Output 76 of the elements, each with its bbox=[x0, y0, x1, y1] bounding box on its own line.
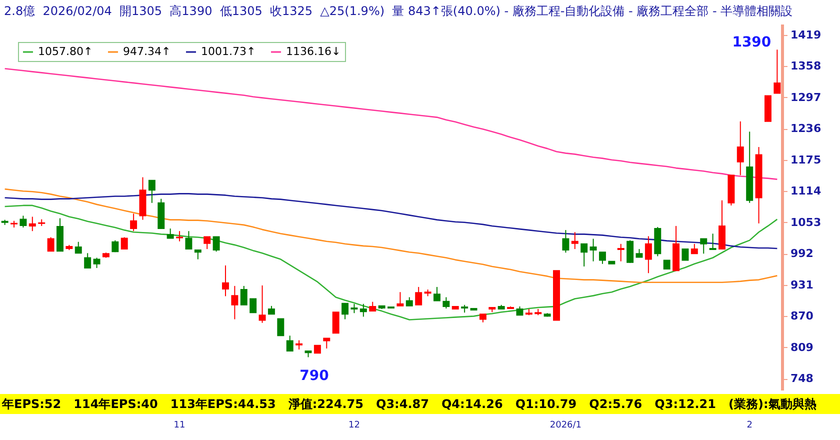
candlestick bbox=[84, 252, 92, 268]
y-tick-label: 809 bbox=[790, 340, 814, 354]
x-tick-label: 11 bbox=[174, 420, 186, 430]
candlestick bbox=[277, 318, 284, 336]
candlestick bbox=[571, 232, 578, 250]
y-tick-label: 1297 bbox=[790, 90, 822, 104]
candlestick bbox=[74, 241, 82, 254]
y-tick-label: 1236 bbox=[790, 122, 822, 136]
y-tick-label: 748 bbox=[790, 372, 814, 386]
y-tick-label: 870 bbox=[790, 310, 814, 323]
candlestick bbox=[736, 120, 744, 176]
line-series bbox=[4, 204, 778, 320]
candlestick bbox=[28, 216, 36, 232]
candlestick bbox=[590, 238, 597, 262]
candlestick bbox=[433, 286, 440, 302]
candlestick bbox=[194, 250, 202, 260]
candlestick bbox=[323, 338, 330, 349]
candlestick bbox=[250, 298, 257, 314]
y-tick-label: 931 bbox=[790, 278, 814, 292]
candlestick bbox=[130, 213, 138, 232]
legend-label: 1136.16↓ bbox=[286, 45, 341, 58]
line-series bbox=[4, 68, 778, 180]
annotation: 790 bbox=[300, 368, 330, 384]
chart-title: 2.8億 2026/02/04 開1305 高1390 低1305 收1325 △25(1.9%) 量 843↑張(40.0%) - 廠務工程-自動化設備 - 廠務工程全部 - 半導體相關設 bbox=[4, 3, 793, 20]
candlestick bbox=[598, 252, 606, 264]
line-series bbox=[4, 188, 778, 284]
annotation: 1390 bbox=[732, 34, 772, 51]
candlestick bbox=[332, 312, 340, 334]
text: 年EPS:52 114年EPS:40 113年EPS:44.53 淨值:224.75 Q3:4.87 Q4:14.26 Q1:10.79 Q2:5.76 Q3:12.21 (業務):氣動與熱 bbox=[0, 394, 840, 414]
line-series bbox=[4, 193, 778, 250]
candlestick bbox=[700, 238, 708, 254]
candlestick bbox=[231, 285, 238, 320]
y-tick-label: 1053 bbox=[790, 216, 822, 229]
y-tick-label: 992 bbox=[790, 247, 814, 260]
candlestick bbox=[690, 243, 698, 254]
candlestick bbox=[644, 236, 652, 274]
candlestick bbox=[617, 243, 624, 262]
candlestick bbox=[415, 286, 422, 306]
candlestick bbox=[682, 248, 689, 261]
legend-label: 1001.73↑ bbox=[201, 45, 256, 58]
candlestick bbox=[562, 230, 570, 254]
candlestick bbox=[166, 228, 174, 239]
y-tick-label: 1114 bbox=[790, 184, 822, 198]
candlestick bbox=[148, 180, 156, 204]
candlestick bbox=[718, 200, 726, 250]
x-tick-label: 2 bbox=[746, 420, 752, 430]
candlestick bbox=[360, 303, 367, 318]
x-tick-label: 2026/1 bbox=[550, 420, 582, 430]
candlestick bbox=[20, 215, 27, 228]
y-tick-label: 1175 bbox=[790, 153, 822, 166]
candlestick bbox=[442, 296, 450, 309]
candlestick bbox=[176, 230, 184, 242]
candlestick bbox=[120, 236, 128, 250]
candlestick bbox=[93, 257, 100, 268]
candlestick bbox=[626, 240, 634, 264]
y-tick-label: 1358 bbox=[790, 60, 822, 73]
legend-label: 1057.80↑ bbox=[38, 45, 93, 58]
candlestick bbox=[709, 233, 716, 250]
candlestick bbox=[396, 292, 404, 306]
candlestick bbox=[222, 264, 229, 297]
candlestick bbox=[204, 236, 211, 250]
candlestick bbox=[47, 236, 54, 252]
candlestick bbox=[286, 335, 294, 352]
candlestick bbox=[296, 340, 303, 350]
y-tick-label: 1419 bbox=[790, 28, 822, 42]
candlestick bbox=[185, 230, 192, 250]
candlestick bbox=[240, 285, 248, 306]
candlestick bbox=[580, 243, 588, 267]
x-tick-label: 12 bbox=[348, 420, 360, 430]
legend-label: 947.34↑ bbox=[123, 45, 171, 58]
candlestick bbox=[350, 303, 358, 314]
candlestick bbox=[369, 301, 376, 312]
candlestick bbox=[774, 49, 781, 94]
candlestick bbox=[258, 284, 266, 324]
candlestick bbox=[342, 302, 349, 320]
candlestick bbox=[212, 236, 220, 252]
